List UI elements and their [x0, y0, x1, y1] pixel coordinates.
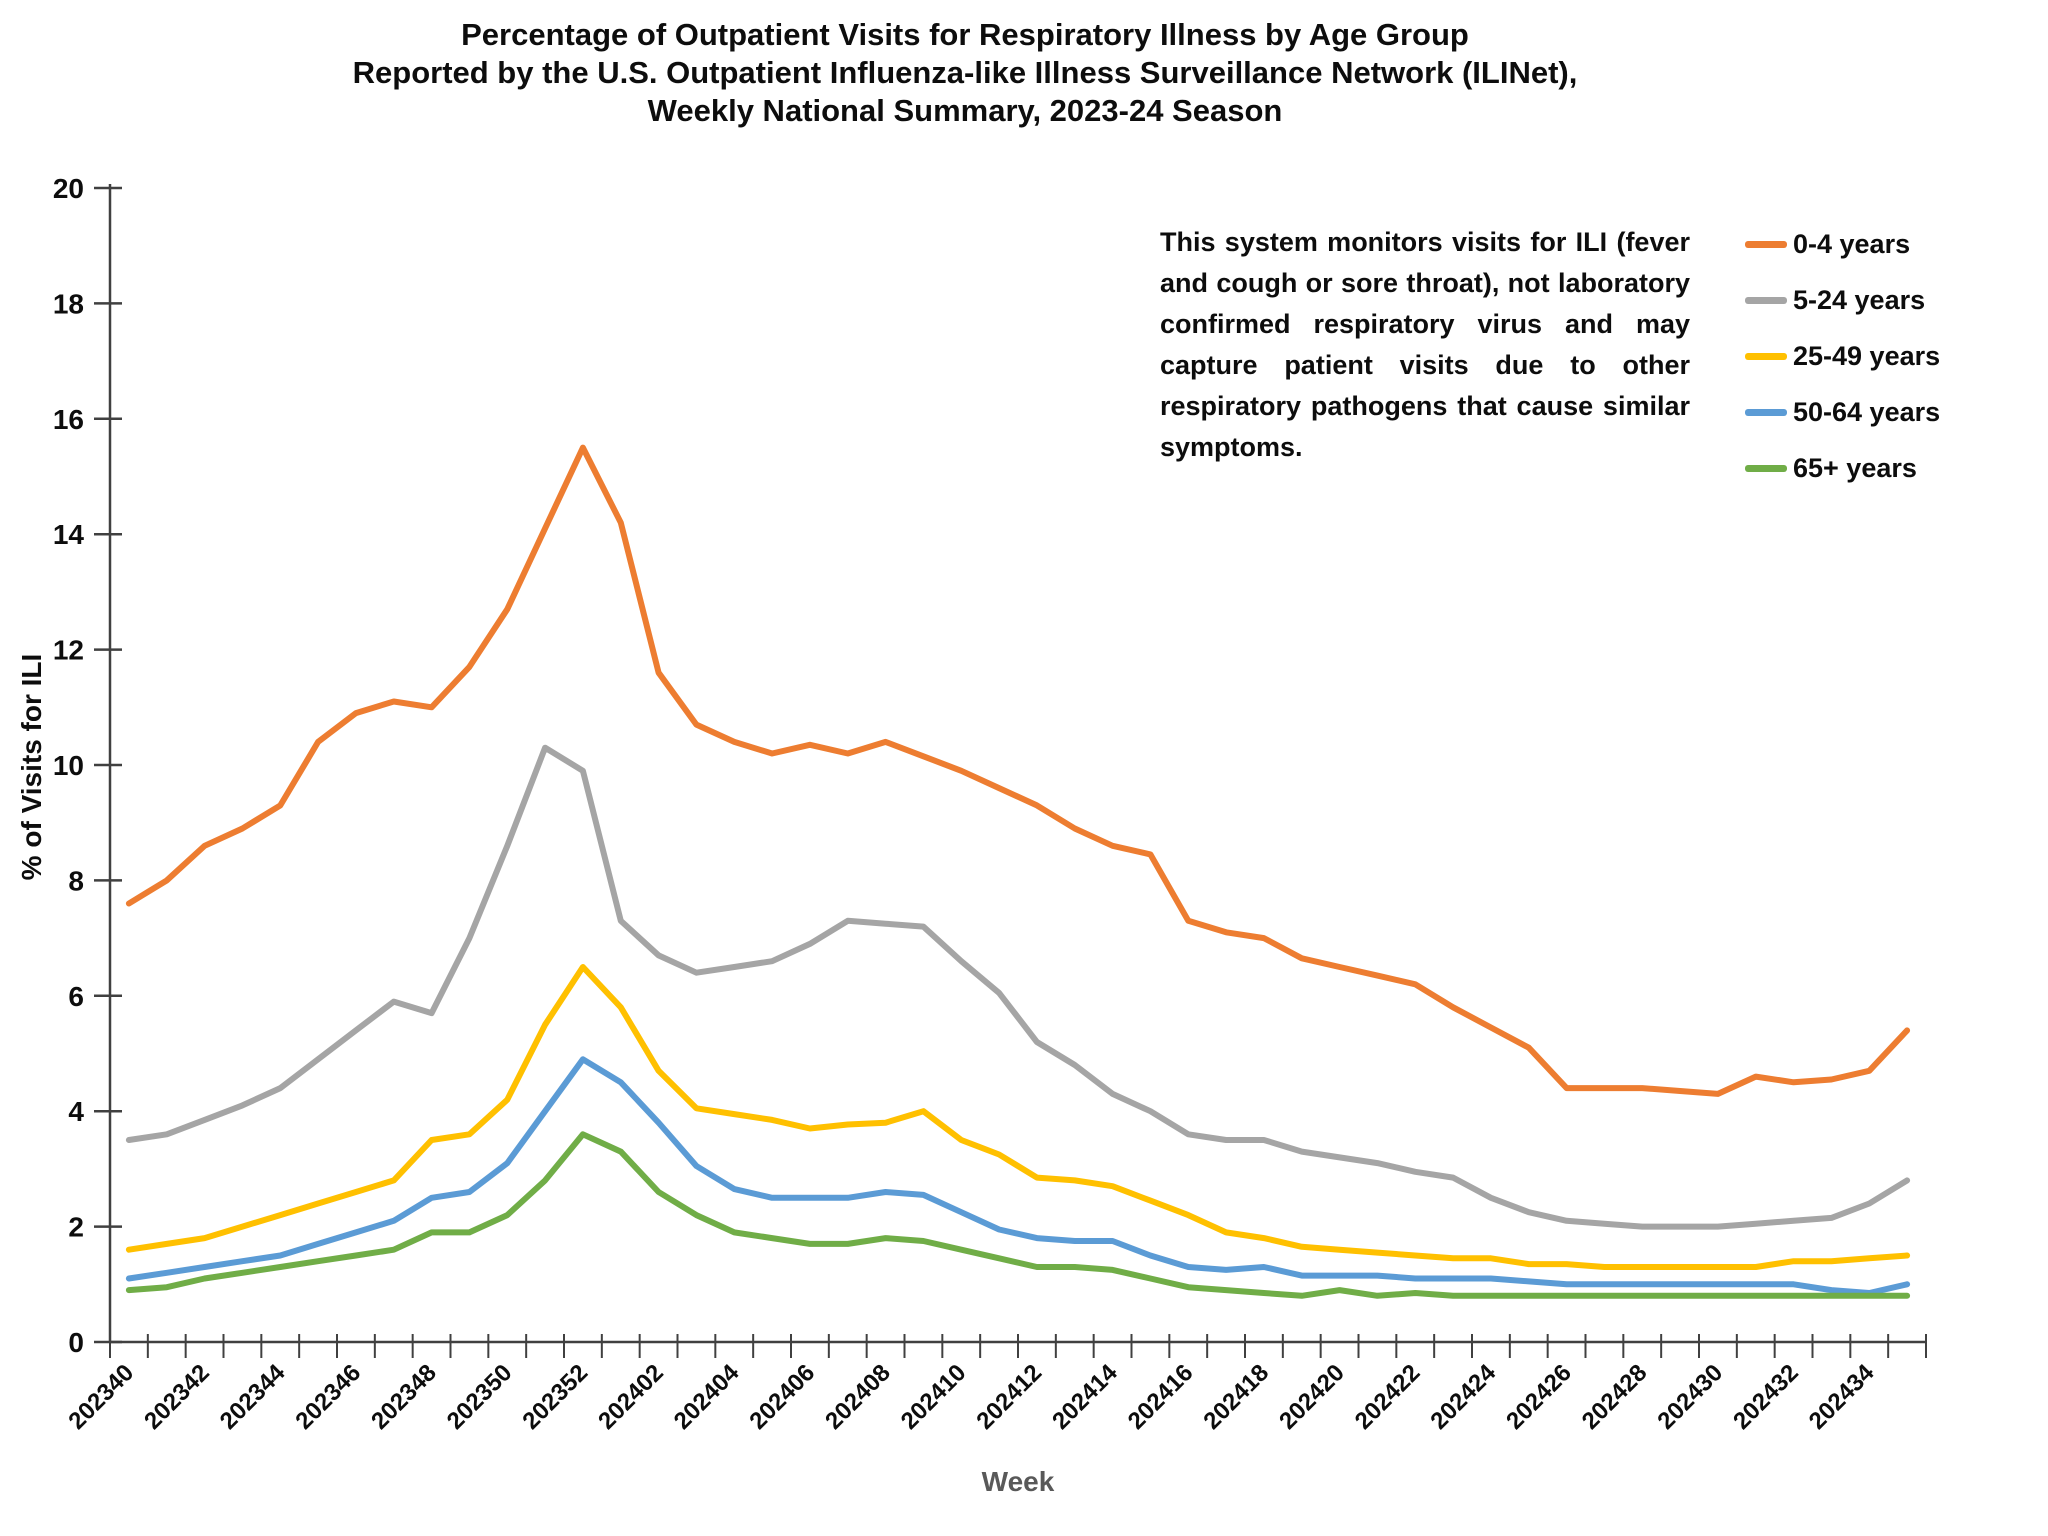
- y-tick-label: 14: [53, 519, 85, 550]
- legend-item-65-years: 65+ years: [1745, 440, 1940, 496]
- x-tick-label: 202434: [1804, 1359, 1880, 1435]
- x-tick-label: 202350: [442, 1359, 518, 1435]
- legend-line-swatch: [1745, 296, 1787, 304]
- x-tick-label: 202412: [971, 1359, 1047, 1435]
- y-tick-label: 12: [53, 635, 84, 666]
- x-tick-label: 202404: [669, 1359, 745, 1435]
- annotation-text: This system monitors visits for ILI (fev…: [1160, 227, 1690, 462]
- legend-label: 25-49 years: [1793, 340, 1941, 371]
- y-tick-label: 18: [53, 288, 84, 319]
- y-tick-label: 16: [53, 404, 84, 435]
- legend-label: 5-24 years: [1793, 284, 1926, 315]
- x-tick-label: 202426: [1501, 1359, 1577, 1435]
- y-tick-label: 4: [68, 1096, 84, 1127]
- x-tick-label: 202344: [215, 1359, 291, 1435]
- series-line-25-49-years: [125, 964, 1911, 1270]
- legend-line-swatch: [1745, 464, 1787, 472]
- chart-title-line-2: Reported by the U.S. Outpatient Influenz…: [352, 55, 1578, 90]
- y-tick-label: 20: [53, 173, 84, 204]
- y-tick-label: 0: [68, 1327, 84, 1358]
- y-tick-label: 6: [68, 981, 84, 1012]
- x-tick-label: 202340: [63, 1359, 139, 1435]
- legend-line-swatch: [1745, 408, 1787, 416]
- y-tick-label: 10: [53, 750, 84, 781]
- x-tick-label: 202422: [1350, 1359, 1426, 1435]
- x-tick-label: 202408: [820, 1359, 896, 1435]
- x-tick-label: 202420: [1274, 1359, 1350, 1435]
- x-tick-label: 202348: [366, 1359, 442, 1435]
- chart-title-line-3: Weekly National Summary, 2023-24 Season: [647, 93, 1283, 128]
- x-tick-label: 202406: [744, 1359, 820, 1435]
- x-tick-label: 202352: [517, 1359, 593, 1435]
- series-line-50-64-years: [125, 1056, 1911, 1296]
- series-line-5-24-years: [125, 744, 1911, 1230]
- series-line-0-4-years: [125, 444, 1911, 1097]
- chart-legend: 0-4 years 5-24 years 25-49 years 50-64 year…: [1745, 216, 1940, 496]
- x-tick-label: 202402: [593, 1359, 669, 1435]
- x-tick-label: 202342: [139, 1359, 215, 1435]
- x-tick-label: 202424: [1425, 1359, 1501, 1435]
- x-tick-label: 202428: [1577, 1359, 1653, 1435]
- legend-item-0-4-years: 0-4 years: [1745, 216, 1940, 272]
- x-tick-label: 202418: [1198, 1359, 1274, 1435]
- x-tick-label: 202430: [1652, 1359, 1728, 1435]
- x-axis-title: Week: [981, 1466, 1055, 1497]
- y-tick-label: 2: [68, 1212, 84, 1243]
- y-tick-label: 8: [68, 865, 84, 896]
- legend-label: 65+ years: [1793, 452, 1917, 483]
- legend-label: 50-64 years: [1793, 396, 1941, 427]
- legend-label: 0-4 years: [1793, 228, 1911, 259]
- chart-title: Percentage of Outpatient Visits for Resp…: [0, 16, 1930, 130]
- x-tick-label: 202432: [1728, 1359, 1804, 1435]
- x-tick-label: 202416: [1123, 1359, 1199, 1435]
- legend-item-25-49-years: 25-49 years: [1745, 328, 1940, 384]
- legend-line-swatch: [1745, 240, 1787, 248]
- x-tick-label: 202410: [896, 1359, 972, 1435]
- series-line-65-years: [125, 1131, 1911, 1299]
- x-tick-label: 202346: [290, 1359, 366, 1435]
- chart-title-line-1: Percentage of Outpatient Visits for Resp…: [461, 17, 1469, 52]
- legend-item-5-24-years: 5-24 years: [1745, 272, 1940, 328]
- x-tick-label: 202414: [1047, 1359, 1123, 1435]
- legend-line-swatch: [1745, 352, 1787, 360]
- legend-item-50-64-years: 50-64 years: [1745, 384, 1940, 440]
